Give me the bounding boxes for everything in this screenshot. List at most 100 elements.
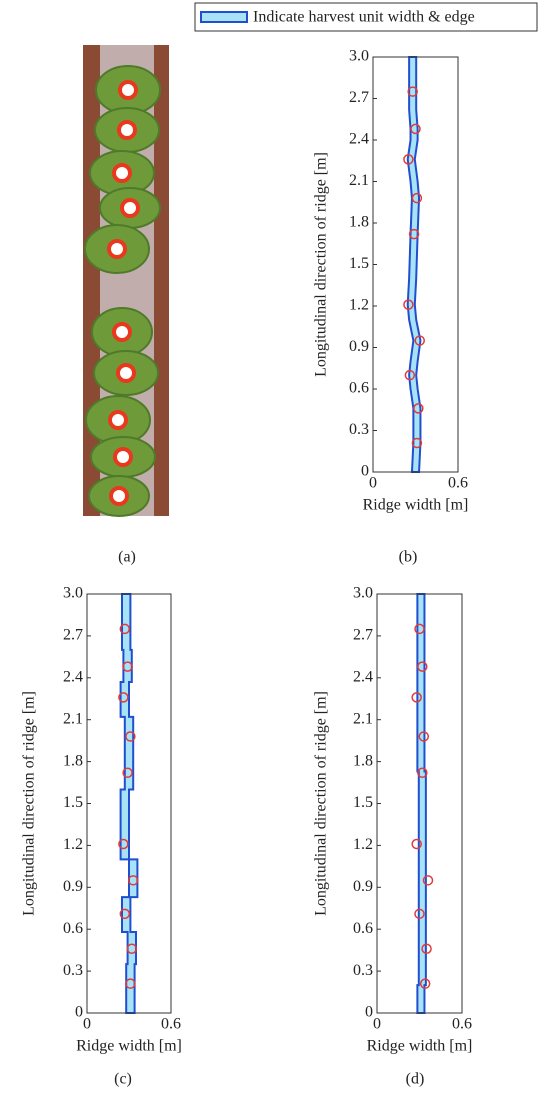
x-tick-label: 0.6 xyxy=(448,475,468,492)
y-axis-label: Longitudinal direction of ridge [m] xyxy=(313,152,330,377)
y-tick-label: 2.4 xyxy=(353,668,373,685)
y-tick-label: 2.7 xyxy=(63,627,83,644)
y-tick-label: 1.8 xyxy=(353,752,373,769)
x-axis-label: Ridge width [m] xyxy=(76,1038,182,1055)
plant-center xyxy=(127,875,139,886)
panel-caption: (a) xyxy=(118,549,136,566)
x-axis-label: Ridge width [m] xyxy=(367,1038,473,1055)
y-tick-label: 0.3 xyxy=(63,962,83,979)
y-tick-label: 2.4 xyxy=(349,131,369,148)
y-tick-label: 2.1 xyxy=(349,172,369,189)
plant-center xyxy=(417,767,428,779)
plant-center xyxy=(407,86,418,97)
center-marker xyxy=(116,363,136,383)
plant-center xyxy=(118,692,129,703)
legend-swatch xyxy=(200,11,248,23)
y-tick-label: 0.9 xyxy=(353,878,373,895)
plant-center xyxy=(411,192,423,204)
photo-panel: (a) xyxy=(83,45,169,566)
plant-center xyxy=(411,838,422,850)
plant-center xyxy=(125,978,136,989)
center-marker xyxy=(118,80,138,100)
y-tick-label: 2.7 xyxy=(353,627,373,644)
plant-center xyxy=(421,943,432,955)
plant-center xyxy=(411,437,423,449)
legend-label: Indicate harvest unit width & edge xyxy=(253,9,475,26)
center-marker xyxy=(113,447,133,467)
y-tick-label: 0.3 xyxy=(349,421,369,438)
legend: Indicate harvest unit width & edge xyxy=(194,2,538,32)
y-tick-label: 2.4 xyxy=(63,668,83,685)
y-tick-label: 0.3 xyxy=(353,962,373,979)
y-tick-label: 2.7 xyxy=(349,89,369,106)
plant-center xyxy=(125,731,136,742)
y-tick-label: 0 xyxy=(365,1004,373,1021)
plot-frame xyxy=(86,593,172,1014)
plant-center xyxy=(418,731,429,742)
y-tick-label: 0 xyxy=(75,1004,83,1021)
plant-center xyxy=(414,335,425,346)
y-tick-label: 2.1 xyxy=(63,710,83,727)
y-tick-label: 0.6 xyxy=(349,380,369,397)
x-tick-label: 0.6 xyxy=(452,1016,472,1033)
legend-box xyxy=(194,2,538,32)
panel-caption: (b) xyxy=(399,549,418,566)
y-tick-label: 1.8 xyxy=(349,214,369,231)
plant-center xyxy=(411,692,422,703)
plant-center xyxy=(403,154,414,165)
y-tick-label: 1.2 xyxy=(353,836,373,853)
plant-center xyxy=(119,623,131,635)
center-marker xyxy=(112,163,132,183)
plant-center xyxy=(414,908,425,920)
y-tick-label: 3.0 xyxy=(353,585,373,602)
plant-center xyxy=(122,767,133,779)
y-tick-label: 1.5 xyxy=(63,794,83,811)
plant-center xyxy=(419,978,431,989)
y-tick-label: 0.6 xyxy=(353,920,373,937)
plant-center xyxy=(126,943,138,955)
y-tick-label: 0 xyxy=(361,463,369,480)
center-marker xyxy=(107,239,127,259)
y-tick-label: 1.2 xyxy=(349,297,369,314)
y-tick-label: 1.5 xyxy=(349,255,369,272)
plant-center xyxy=(417,661,428,672)
y-tick-label: 0.9 xyxy=(349,338,369,355)
harvest-band xyxy=(119,593,139,1014)
y-tick-label: 2.1 xyxy=(353,710,373,727)
panel-caption: (d) xyxy=(406,1071,425,1088)
y-axis-label: Longitudinal direction of ridge [m] xyxy=(313,691,330,916)
plant-center xyxy=(403,299,414,310)
plant-center xyxy=(118,838,129,850)
panel-caption: (c) xyxy=(114,1071,132,1088)
y-tick-label: 1.5 xyxy=(353,794,373,811)
center-marker xyxy=(117,120,137,140)
center-marker xyxy=(112,322,132,342)
y-tick-label: 0.9 xyxy=(63,878,83,895)
x-tick-label: 0 xyxy=(369,475,377,492)
plant-center xyxy=(408,228,420,240)
plot-frame xyxy=(376,593,463,1014)
plant-center xyxy=(404,369,416,381)
plant-center xyxy=(122,661,133,672)
plot-frame xyxy=(372,56,459,473)
x-axis-label: Ridge width [m] xyxy=(363,497,469,514)
x-tick-label: 0 xyxy=(373,1016,381,1033)
plant-center xyxy=(414,623,425,635)
y-axis-label: Longitudinal direction of ridge [m] xyxy=(21,691,38,916)
plant-center xyxy=(119,908,131,920)
center-marker xyxy=(120,198,140,218)
plant-center xyxy=(413,403,424,414)
x-tick-label: 0.6 xyxy=(161,1016,181,1033)
plant-center xyxy=(410,123,421,135)
center-marker xyxy=(108,410,128,430)
y-tick-label: 3.0 xyxy=(63,585,83,602)
y-tick-label: 1.2 xyxy=(63,836,83,853)
x-tick-label: 0 xyxy=(83,1016,91,1033)
plant-center xyxy=(422,875,434,886)
y-tick-label: 1.8 xyxy=(63,752,83,769)
center-marker xyxy=(109,486,129,506)
y-tick-label: 3.0 xyxy=(349,48,369,65)
plant-centers xyxy=(107,80,140,506)
y-tick-label: 0.6 xyxy=(63,920,83,937)
